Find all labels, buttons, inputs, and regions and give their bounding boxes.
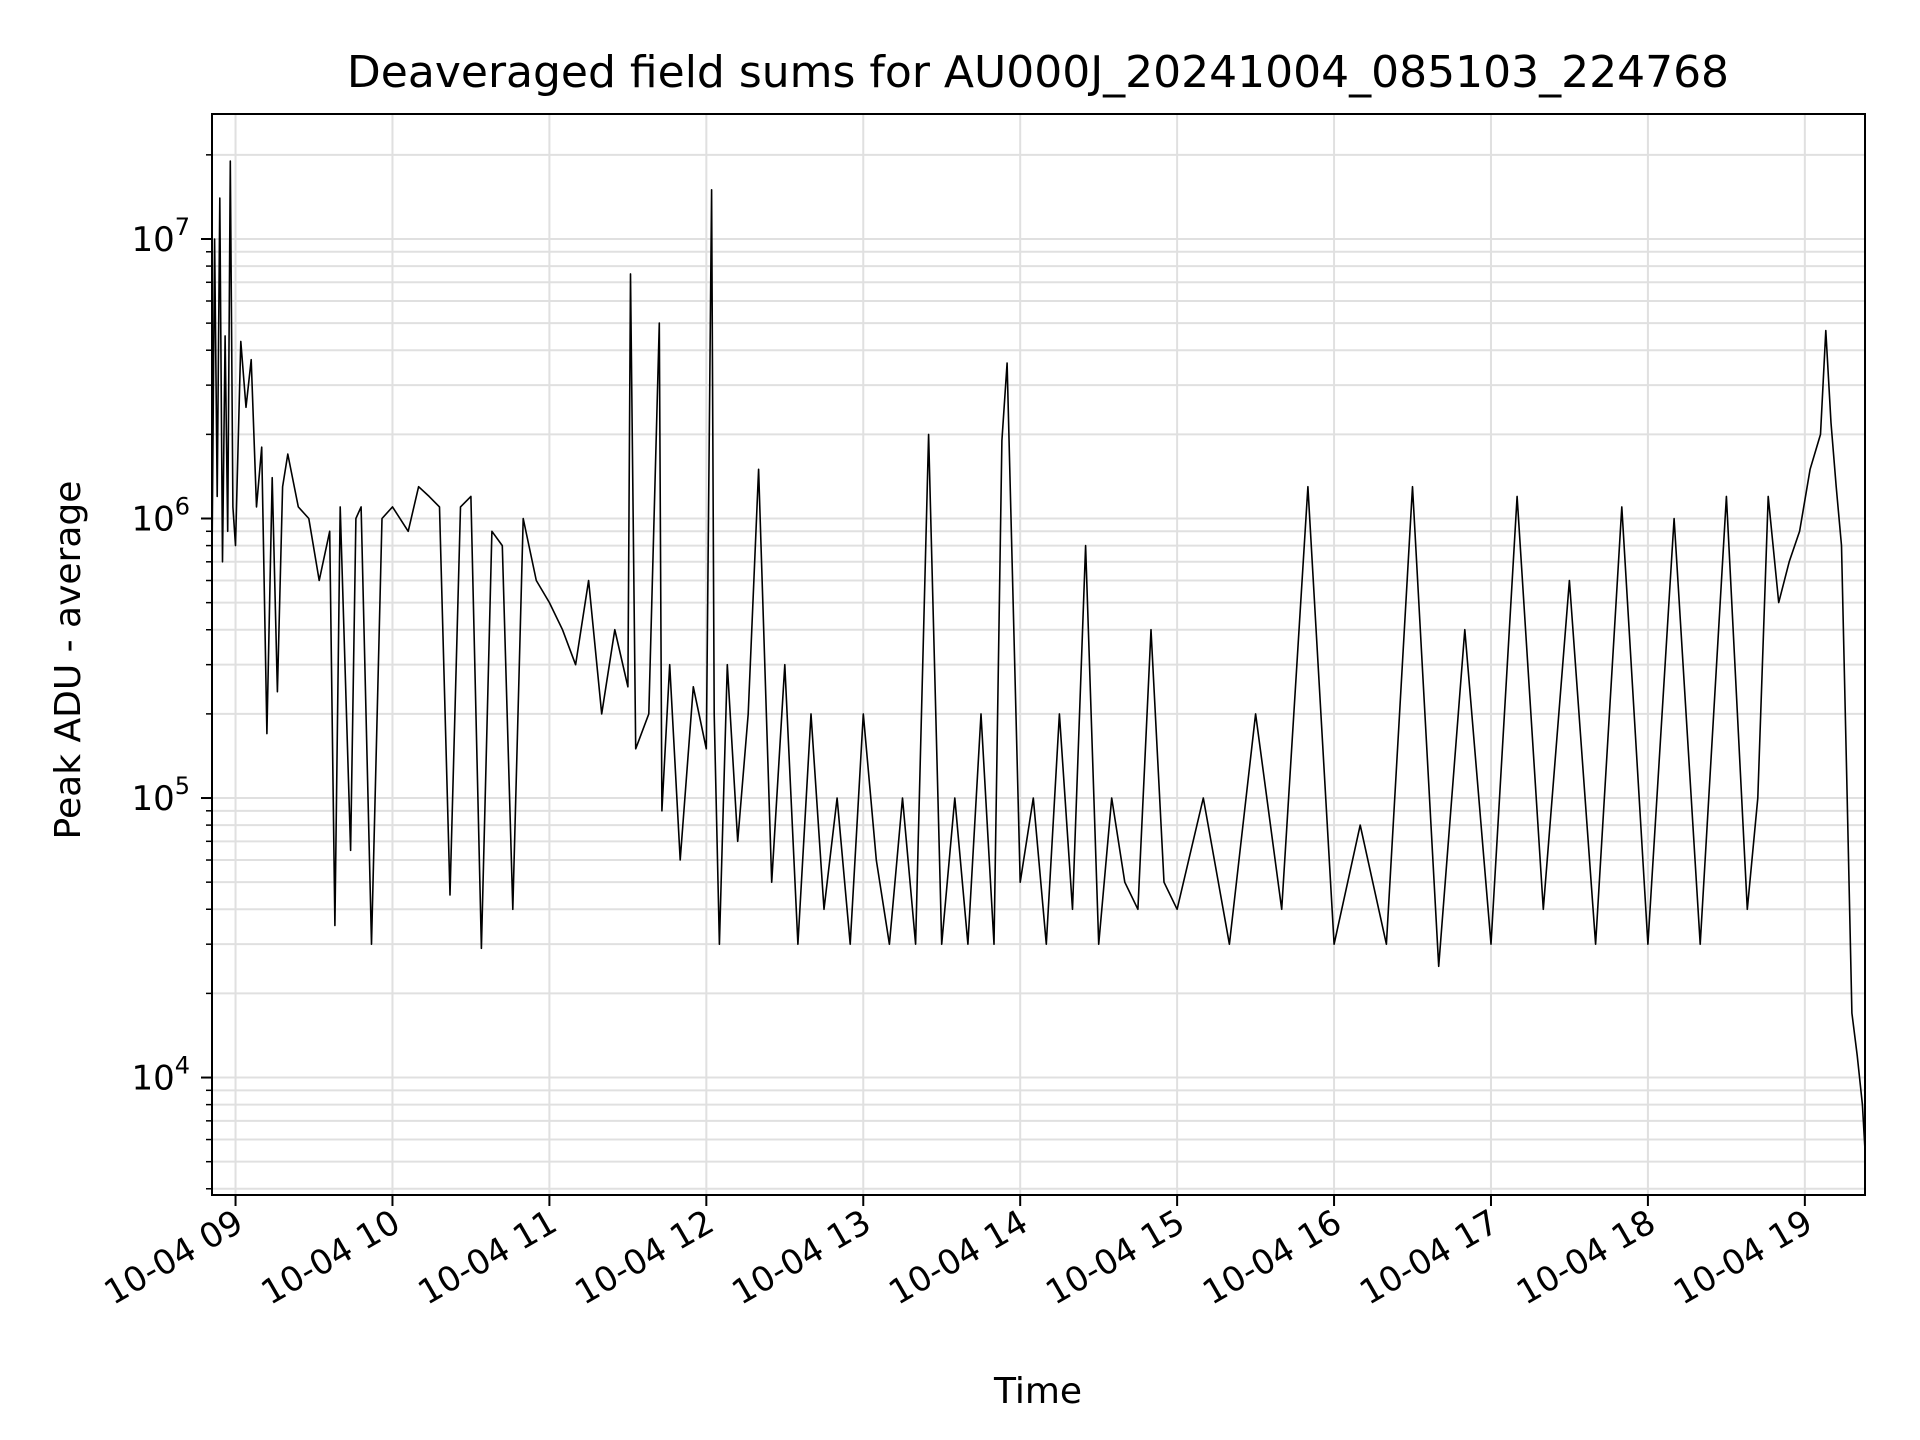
x-tick-label: 10-04 16 [1196,1202,1348,1313]
x-tick-label: 10-04 14 [882,1202,1034,1313]
x-tick-label: 10-04 18 [1510,1202,1662,1313]
plot-frame [211,113,1866,1196]
x-tick-label: 10-04 10 [255,1202,407,1313]
y-tick-label: 105 [131,772,190,819]
y-tick-label: 104 [131,1052,190,1099]
chart-title: Deaveraged field sums for AU000J_2024100… [347,47,1729,98]
y-axis-label: Peak ADU - average [48,481,89,840]
x-tick-label: 10-04 12 [568,1202,720,1313]
x-tick-label: 10-04 17 [1353,1202,1505,1313]
x-tick-label: 10-04 15 [1039,1202,1191,1313]
y-tick-label: 107 [131,213,190,260]
x-tick-label: 10-04 19 [1667,1202,1819,1313]
y-tick-label: 106 [131,493,190,540]
data-area [211,160,1866,1151]
series-line [211,160,1866,1151]
grid [212,114,1865,1195]
x-tick-label: 10-04 09 [98,1202,250,1313]
x-tick-label: 10-04 11 [412,1202,564,1313]
x-tick-label: 10-04 13 [725,1202,877,1313]
x-axis-label: Time [993,1371,1082,1412]
